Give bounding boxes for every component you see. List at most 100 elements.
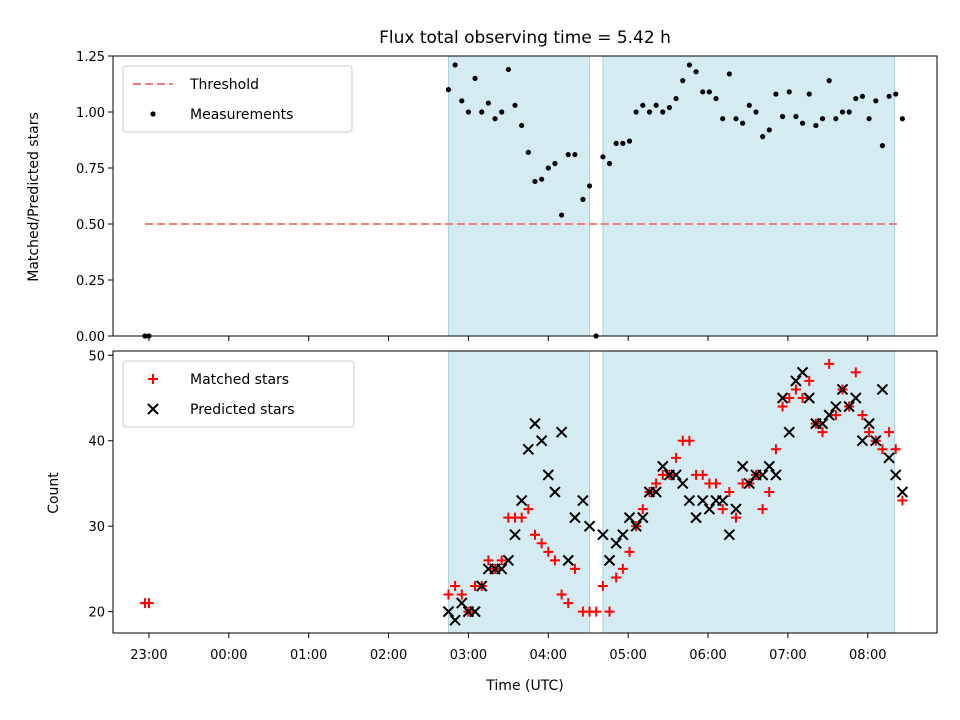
matched-star-point: [611, 572, 622, 583]
matched-star-point: [797, 393, 808, 403]
y-tick-label: 1.25: [76, 50, 105, 65]
matched-star-point: [850, 367, 861, 378]
predicted-star-point: [856, 435, 869, 447]
matched-star-point: [717, 504, 728, 515]
measurement-point: [633, 109, 639, 115]
predicted-star-point: [562, 554, 574, 567]
predicted-star-point: [850, 392, 862, 404]
measurement-point: [445, 87, 452, 93]
measurement-point: [620, 140, 626, 146]
predicted-star-point: [515, 494, 528, 507]
matched-star-point: [536, 538, 547, 549]
x-tick-label: 07:00: [769, 648, 806, 663]
predicted-star-point: [509, 529, 521, 541]
predicted-star-point: [870, 435, 882, 447]
measurement-point: [660, 109, 666, 115]
measurement-point: [586, 183, 593, 189]
measurement-point: [793, 113, 799, 120]
measurement-point: [819, 116, 826, 122]
matched-star-point: [890, 444, 901, 455]
predicted-star-point: [583, 520, 596, 532]
matched-star-point: [143, 598, 154, 609]
predicted-star-point: [637, 511, 649, 524]
matched-star-point: [897, 495, 908, 506]
predicted-star-point: [830, 400, 842, 413]
predicted-star-point: [577, 494, 589, 507]
measurement-point: [472, 75, 478, 81]
legend-box: [122, 65, 353, 133]
predicted-star-point: [683, 494, 696, 507]
predicted-star-point: [816, 417, 829, 430]
y-tick-label: 0.25: [76, 274, 105, 289]
predicted-star-point: [677, 477, 689, 490]
predicted-star-point: [843, 400, 855, 413]
measurement-point: [572, 151, 578, 158]
top-y-axis-label: Matched/Predicted stars: [26, 112, 42, 282]
plot-frame: [112, 55, 938, 337]
matched-star-point: [523, 504, 534, 515]
predicted-star-point: [495, 563, 508, 575]
predicted-star-point: [716, 494, 729, 507]
x-tick-label: 01:00: [290, 648, 327, 663]
predicted-star-point: [770, 469, 782, 481]
shaded-interval-1: [447, 55, 591, 337]
matched-star-point: [697, 469, 708, 480]
measurement-point: [766, 127, 772, 133]
matched-star-point: [790, 384, 801, 395]
matched-star-point: [591, 606, 602, 617]
measurement-point: [700, 89, 706, 95]
measurement-point: [452, 62, 458, 68]
predicted-star-point: [529, 417, 541, 430]
matched-star-point: [543, 546, 554, 557]
predicted-star-point: [623, 511, 636, 524]
predicted-star-point: [863, 417, 875, 430]
predicted-star-point: [555, 426, 568, 438]
legend-box: [122, 360, 355, 428]
measurement-point: [753, 109, 759, 115]
measurement-point: [879, 143, 886, 149]
measurement-point: [565, 151, 571, 158]
matched-star-point: [556, 589, 567, 600]
matched-star-point: [784, 393, 795, 403]
measurement-point: [746, 102, 752, 108]
matched-star-point: [597, 581, 608, 591]
measurement-point: [720, 116, 726, 122]
matched-star-point: [724, 487, 735, 497]
matched-star-point: [529, 529, 540, 540]
predicted-star-point: [449, 614, 461, 626]
matched-star-point: [770, 444, 781, 455]
measurement-point: [813, 122, 819, 129]
predicted-star-point: [836, 383, 849, 396]
matched-star-point: [777, 401, 788, 412]
legend: Matched stars Predicted stars: [122, 360, 355, 428]
measurement-point: [706, 89, 712, 95]
measurement-point: [580, 196, 586, 202]
x-tick-label: 02:00: [370, 648, 407, 663]
predicted-star-point: [763, 460, 775, 473]
x-tick-label: 06:00: [689, 648, 726, 663]
x-tick-label: 03:00: [450, 648, 487, 663]
measurement-point: [680, 78, 686, 84]
x-tick-label: 08:00: [849, 648, 886, 663]
bottom-y-axis-label: Count: [46, 472, 62, 514]
measurement-point: [833, 116, 839, 122]
legend-label: Threshold: [189, 77, 259, 93]
predicted-star-point: [569, 511, 581, 524]
matched-star-point: [730, 512, 741, 523]
measurement-point: [666, 104, 673, 111]
measurement-point: [773, 91, 779, 97]
matched-star-point: [456, 589, 467, 600]
measurement-point: [786, 89, 792, 95]
measurement-point: [799, 120, 806, 126]
measurement-point: [779, 113, 786, 120]
plot-frame: [112, 350, 938, 634]
matched-star-point: [450, 581, 461, 591]
matched-star-point: [857, 410, 868, 421]
measurement-point: [899, 116, 905, 122]
legend-matched-swatch: [148, 374, 158, 384]
predicted-star-point: [776, 392, 789, 404]
measurement-point: [640, 102, 646, 108]
legend: Threshold Measurements: [122, 65, 353, 133]
measurement-point: [760, 134, 766, 140]
predicted-star-point: [542, 469, 555, 481]
